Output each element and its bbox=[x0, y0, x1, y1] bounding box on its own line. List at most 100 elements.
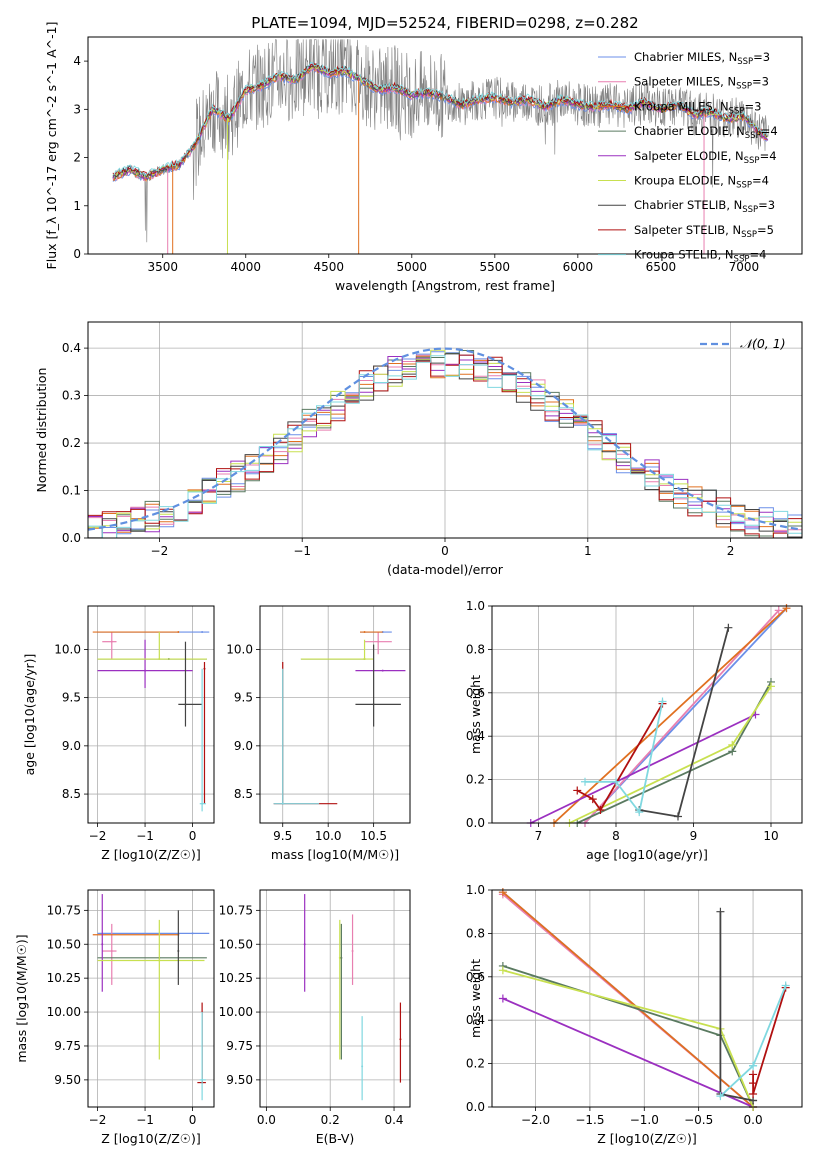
data-point bbox=[361, 1065, 364, 1068]
data-point bbox=[110, 640, 113, 643]
x-tick-label: 7 bbox=[535, 829, 543, 843]
residual-histogram bbox=[88, 349, 802, 539]
x-tick-label: 0 bbox=[441, 544, 449, 558]
data-point bbox=[377, 640, 380, 643]
y-tick-label: 0.6 bbox=[466, 686, 485, 700]
normal-curve bbox=[87, 347, 803, 531]
weight-line bbox=[502, 965, 754, 1108]
residual-histogram bbox=[88, 355, 802, 539]
y-tick-label: 9.0 bbox=[234, 739, 253, 753]
age-vs-mass-chart: 9.5 10.0 10.5 8.5 9.0 9.5 10.0 mass [log10(M/M☉… bbox=[226, 605, 411, 862]
y-tick-label: 0.0 bbox=[466, 1100, 485, 1114]
y-tick-label: 10.50 bbox=[219, 937, 253, 951]
y-tick-label: 0.0 bbox=[62, 531, 81, 545]
legend-entry: Salpeter ELODIE, NSSP=4 bbox=[634, 149, 777, 166]
weight-marker bbox=[716, 907, 725, 916]
data-point bbox=[201, 802, 204, 805]
legend-entry: Chabrier STELIB, NSSP=3 bbox=[634, 198, 775, 215]
y-tick-label: 0.1 bbox=[62, 484, 81, 498]
weight-marker bbox=[674, 812, 682, 821]
x-tick-label: −2 bbox=[151, 544, 169, 558]
y-tick-label: 9.5 bbox=[62, 691, 81, 705]
data-point bbox=[338, 956, 341, 959]
legend-entry: Chabrier MILES, NSSP=3 bbox=[634, 50, 770, 67]
weight-vs-Z-chart: −2.0 −1.5 −1.0 −0.5 0.0 0.0 0.2 0.4 0.6 0.8 1.0 Z [… bbox=[466, 883, 803, 1146]
y-tick-label: 10.0 bbox=[54, 642, 81, 656]
y-tick-label: 9.5 bbox=[234, 691, 253, 705]
legend-subscript: SSP bbox=[734, 255, 750, 265]
data-point bbox=[144, 669, 147, 672]
y-tick-label: 9.75 bbox=[54, 1039, 81, 1053]
x-tick-label: 0.0 bbox=[744, 1113, 763, 1127]
y-axis-label: Normed distribution bbox=[34, 368, 49, 493]
y-axis-label: Flux [f_λ 10^-17 erg cm^-2 s^-1 A^-1] bbox=[44, 22, 59, 270]
axes-frame bbox=[87, 36, 803, 255]
weight-line bbox=[502, 969, 754, 1108]
weight-marker bbox=[573, 786, 582, 795]
weight-marker bbox=[581, 777, 589, 786]
data-point bbox=[351, 950, 354, 953]
axes-frame bbox=[87, 321, 803, 539]
weight-marker bbox=[749, 1089, 758, 1098]
legend-subscript: SSP bbox=[741, 230, 757, 240]
x-axis-label: E(B-V) bbox=[316, 1131, 355, 1146]
data-point bbox=[381, 669, 384, 672]
data-point bbox=[158, 959, 161, 962]
axes-frame bbox=[87, 889, 215, 1108]
x-tick-label: 0.2 bbox=[321, 1113, 340, 1127]
weight-vs-age-chart: 7 8 9 10 0.0 0.2 0.4 0.6 0.8 1.0 age [log10(age/yr… bbox=[466, 599, 803, 862]
legend-subscript: SSP bbox=[729, 106, 745, 116]
x-tick-label: 4500 bbox=[313, 260, 344, 274]
axes-frame bbox=[491, 889, 803, 1108]
y-tick-label: 10.75 bbox=[47, 903, 81, 917]
y-tick-label: 0.8 bbox=[466, 642, 485, 656]
y-tick-label: 9.50 bbox=[226, 1073, 253, 1087]
y-tick-label: 0.4 bbox=[466, 729, 485, 743]
y-tick-label: 1 bbox=[73, 199, 81, 213]
weight-marker bbox=[749, 1061, 758, 1070]
y-tick-label: 0.2 bbox=[62, 436, 81, 450]
axes-frame bbox=[87, 605, 215, 824]
legend-entry: Kroupa STELIB, NSSP=4 bbox=[634, 248, 766, 265]
y-tick-label: 0.4 bbox=[466, 1013, 485, 1027]
x-tick-label: 6000 bbox=[563, 260, 594, 274]
y-tick-label: 4 bbox=[73, 54, 81, 68]
data-point bbox=[363, 631, 366, 634]
legend-subscript: SSP bbox=[736, 181, 752, 191]
x-tick-label: 10.0 bbox=[315, 829, 342, 843]
x-tick-label: 10 bbox=[763, 829, 778, 843]
data-point bbox=[191, 932, 194, 935]
x-tick-label: 0.4 bbox=[384, 1113, 403, 1127]
mass-vs-EBV-chart: 0.0 0.2 0.4 9.50 9.75 10.00 10.25 10.50 10.75 E(B… bbox=[219, 889, 411, 1146]
legend-subscript: SSP bbox=[736, 82, 752, 92]
model-spectrum bbox=[112, 61, 768, 177]
x-axis-label: (data-model)/error bbox=[387, 562, 504, 577]
y-tick-label: 0 bbox=[73, 247, 81, 261]
x-tick-label: 9 bbox=[690, 829, 698, 843]
y-tick-label: 0.4 bbox=[62, 341, 81, 355]
legend-entry: 𝒩(0, 1) bbox=[740, 336, 786, 351]
x-tick-label: −0.5 bbox=[684, 1113, 713, 1127]
age-vs-Z-chart: −2 −1 0 8.5 9.0 9.5 10.0 Z [log10(Z/Z☉)] age [lo… bbox=[22, 605, 215, 862]
data-point bbox=[184, 703, 187, 706]
legend-subscript: SSP bbox=[737, 57, 753, 67]
legend-value: =4 bbox=[760, 149, 777, 163]
weight-line bbox=[502, 997, 754, 1108]
weight-marker bbox=[596, 805, 605, 814]
x-tick-label: 7000 bbox=[729, 260, 760, 274]
y-tick-label: 10.25 bbox=[219, 971, 253, 985]
weight-marker bbox=[612, 777, 620, 786]
x-axis-label: mass [log10(M/M☉)] bbox=[271, 847, 399, 862]
legend-entry: Chabrier ELODIE, NSSP=4 bbox=[634, 124, 778, 141]
data-point bbox=[201, 631, 204, 634]
legend-entry: Salpeter STELIB, NSSP=5 bbox=[634, 223, 774, 240]
y-axis-label: mass weight bbox=[468, 675, 483, 754]
legend-value: =3 bbox=[753, 50, 770, 64]
residuals-chart: −2 −1 0 1 2 0.0 0.1 0.2 0.3 0.4 (data-model)/error… bbox=[34, 321, 803, 577]
chart-title: PLATE=1094, MJD=52524, FIBERID=0298, z=0… bbox=[251, 14, 638, 32]
x-tick-label: −1.5 bbox=[575, 1113, 604, 1127]
y-tick-label: 0.6 bbox=[466, 970, 485, 984]
spectrum-chart: 3500 4000 4500 5000 5500 6000 6500 7000 0 1 2 3 4 PLA… bbox=[44, 14, 803, 293]
x-tick-label: −1.0 bbox=[630, 1113, 659, 1127]
